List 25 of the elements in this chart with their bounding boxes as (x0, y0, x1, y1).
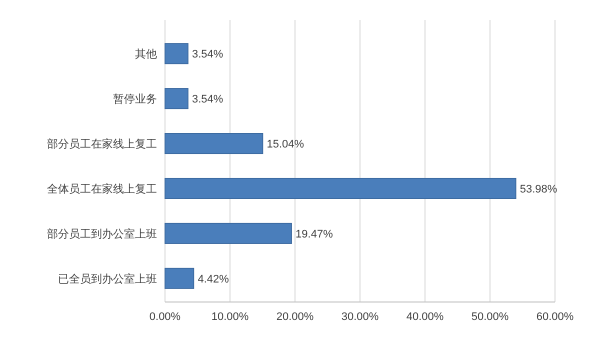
x-tick-label: 10.00% (211, 311, 249, 323)
x-tick-label: 60.00% (536, 311, 574, 323)
x-tick-label: 30.00% (341, 311, 379, 323)
bar (164, 43, 188, 64)
bar (164, 222, 292, 244)
y-tick-label: 其他 (135, 48, 157, 61)
data-label: 19.47% (296, 228, 334, 240)
y-tick-label: 已全员到办公室上班 (58, 272, 157, 286)
x-tick-label: 50.00% (471, 311, 509, 323)
data-label: 4.42% (198, 273, 230, 286)
x-tick-label: 20.00% (276, 311, 314, 323)
bar (164, 178, 516, 199)
data-label: 3.54% (192, 48, 224, 61)
x-tick-label: 0.00% (149, 311, 181, 323)
data-label: 53.98% (520, 183, 558, 196)
y-tick-label: 部分员工到办公室上班 (47, 227, 157, 240)
x-tick-label: 40.00% (406, 311, 444, 323)
bar (164, 133, 264, 154)
y-tick-label: 部分员工在家线上复工 (47, 138, 157, 151)
bar (164, 88, 188, 110)
y-tick-label: 全体员工在家线上复工 (47, 182, 157, 196)
bar (164, 268, 194, 289)
data-label: 15.04% (266, 138, 304, 151)
y-tick-label: 暂停业务 (113, 92, 157, 106)
data-label: 3.54% (192, 94, 224, 106)
